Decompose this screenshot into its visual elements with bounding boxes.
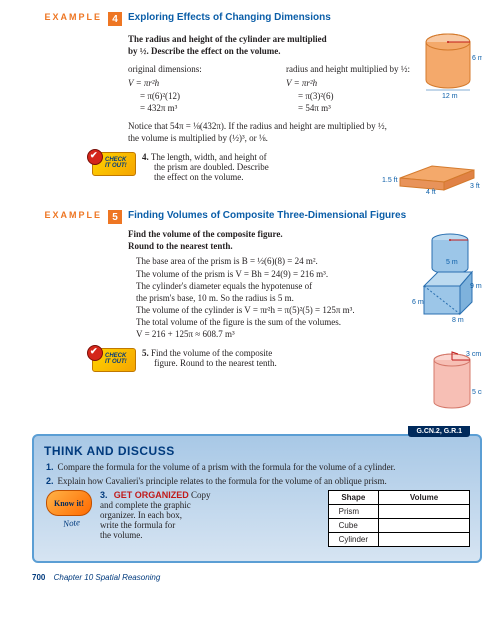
prism-d2: 4 ft bbox=[426, 189, 436, 194]
checkit-badge-5: CHECKIT OUT! bbox=[92, 348, 136, 372]
checkit-badge: CHECKIT OUT! bbox=[92, 152, 136, 176]
ex4-prompt-b: by ½. Describe the effect on the volume. bbox=[128, 45, 414, 57]
cyl-r-label: 12 m bbox=[442, 93, 458, 100]
prism-d3: 3 ft bbox=[470, 183, 480, 190]
checkit-b5: IT OUT! bbox=[105, 359, 127, 365]
td-header: THINK AND DISCUSS bbox=[44, 444, 470, 458]
td-3a: Copy bbox=[191, 490, 211, 500]
example-label-5: EXAMPLE bbox=[32, 210, 102, 220]
ex4-notice: Notice that 54π = ⅛(432π). If the radius… bbox=[128, 120, 414, 132]
example-title: Exploring Effects of Changing Dimensions bbox=[128, 12, 331, 23]
check-it-out-4: CHECKIT OUT! 4. The length, width, and h… bbox=[92, 152, 482, 196]
ex5-l6: V = 216 + 125π ≈ 608.7 m³ bbox=[136, 328, 404, 340]
checkit-b: IT OUT! bbox=[105, 163, 127, 169]
ex5-l4: The volume of the cylinder is V = πr²h =… bbox=[136, 304, 404, 316]
composite-cyl-diagram: 3 cm 5 cm bbox=[426, 348, 482, 420]
chapter-label: Chapter 10 Spatial Reasoning bbox=[54, 573, 161, 582]
cylinder-diagram: 6 m 12 m bbox=[420, 30, 482, 102]
ex4-col-half: radius and height multiplied by ½: V = π… bbox=[286, 63, 414, 114]
example-4-body: The radius and height of the cylinder ar… bbox=[32, 30, 482, 144]
check4-num: 4. bbox=[142, 152, 149, 162]
check5-l1: Find the volume of the composite bbox=[151, 348, 272, 358]
cyl5-d1: 3 cm bbox=[466, 351, 481, 358]
standards-tag: G.CN.2, G.R.1 bbox=[408, 426, 470, 437]
eq3b: = 54π m³ bbox=[298, 102, 414, 114]
td-item-2: 2. Explain how Cavalieri's principle rel… bbox=[46, 476, 470, 486]
eq2b: = π(3)²(6) bbox=[298, 90, 414, 102]
ex4-prompt-a: The radius and height of the cylinder ar… bbox=[128, 33, 414, 45]
page: EXAMPLE 4 Exploring Effects of Changing … bbox=[0, 0, 500, 590]
page-number: 700 bbox=[32, 573, 45, 582]
org-r3: Cylinder bbox=[328, 533, 378, 547]
orig-label: original dimensions: bbox=[128, 63, 256, 75]
ex5-l3: The cylinder's diameter equals the hypot… bbox=[136, 280, 404, 292]
comp-d1: 5 m bbox=[446, 259, 458, 266]
knowit-badge: Know it! bbox=[46, 490, 92, 516]
ex5-l3b: the prism's base, 10 m. So the radius is… bbox=[136, 292, 404, 304]
example-number: 4 bbox=[108, 12, 122, 26]
note-flag: Note bbox=[62, 518, 80, 530]
eq1b: V = πr²h bbox=[286, 77, 414, 89]
composite-diagram: 5 m 9 m 8 m 6 m bbox=[410, 228, 482, 327]
org-r1: Prism bbox=[328, 505, 378, 519]
td-3d: write the formula for bbox=[100, 520, 175, 530]
prism-d1: 1.5 ft bbox=[382, 177, 398, 184]
comp-d4: 6 m bbox=[412, 299, 424, 306]
prism-diagram: 1.5 ft 4 ft 3 ft bbox=[382, 152, 482, 196]
td-3e: the volume. bbox=[100, 530, 143, 540]
td-2-text: Explain how Cavalieri's principle relate… bbox=[58, 476, 387, 486]
half-label: radius and height multiplied by ½: bbox=[286, 63, 414, 75]
ex5-l5: The total volume of the figure is the su… bbox=[136, 316, 404, 328]
eq1: V = πr²h bbox=[128, 77, 256, 89]
td-3b: and complete the graphic bbox=[100, 500, 191, 510]
check5-l2: figure. Round to the nearest tenth. bbox=[154, 358, 277, 368]
check-it-out-5: CHECKIT OUT! 5. Find the volume of the c… bbox=[92, 348, 482, 420]
ex5-prompt-b: Round to the nearest tenth. bbox=[128, 240, 404, 252]
org-r2: Cube bbox=[328, 519, 378, 533]
cyl-h-label: 6 m bbox=[472, 55, 482, 62]
cyl5-d2: 5 cm bbox=[472, 389, 482, 396]
example-5-header: EXAMPLE 5 Finding Volumes of Composite T… bbox=[32, 210, 482, 224]
think-and-discuss: G.CN.2, G.R.1 THINK AND DISCUSS 1. Compa… bbox=[32, 434, 482, 563]
ex4-columns: original dimensions: V = πr²h = π(6)²(12… bbox=[128, 63, 414, 114]
td-item-1: 1. Compare the formula for the volume of… bbox=[46, 462, 470, 472]
example-title-5: Finding Volumes of Composite Three-Dimen… bbox=[128, 210, 406, 221]
page-footer: 700 Chapter 10 Spatial Reasoning bbox=[32, 573, 482, 582]
comp-d3: 8 m bbox=[452, 317, 464, 324]
example-label: EXAMPLE bbox=[32, 12, 102, 22]
td-3c: organizer. In each box, bbox=[100, 510, 182, 520]
td-1-text: Compare the formula for the volume of a … bbox=[58, 462, 396, 472]
check4-l3: the effect on the volume. bbox=[154, 172, 244, 182]
check4-l2: the prism are doubled. Describe bbox=[154, 162, 269, 172]
ex4-notice2: the volume is multiplied by (½)³, or ⅛. bbox=[128, 132, 414, 144]
ex5-l2: The volume of the prism is V = Bh = 24(9… bbox=[136, 268, 404, 280]
eq2: = π(6)²(12) bbox=[140, 90, 256, 102]
ex5-l1: The base area of the prism is B = ½(6)(8… bbox=[136, 255, 404, 267]
eq3: = 432π m³ bbox=[140, 102, 256, 114]
example-number-5: 5 bbox=[108, 210, 122, 224]
check5-num: 5. bbox=[142, 348, 149, 358]
check4-l1: The length, width, and height of bbox=[151, 152, 267, 162]
organizer-table: Shape Volume Prism Cube Cylinder bbox=[328, 490, 470, 547]
ex4-col-original: original dimensions: V = πr²h = π(6)²(12… bbox=[128, 63, 256, 114]
get-organized: GET ORGANIZED bbox=[114, 490, 189, 500]
example-4-header: EXAMPLE 4 Exploring Effects of Changing … bbox=[32, 12, 482, 26]
ex5-prompt-a: Find the volume of the composite figure. bbox=[128, 228, 404, 240]
org-h2: Volume bbox=[379, 491, 470, 505]
example-5-body: Find the volume of the composite figure.… bbox=[128, 228, 482, 340]
comp-d2: 9 m bbox=[470, 283, 482, 290]
td-item-3: Know it! Note 3. GET ORGANIZED Copy and … bbox=[46, 490, 470, 547]
org-h1: Shape bbox=[328, 491, 378, 505]
